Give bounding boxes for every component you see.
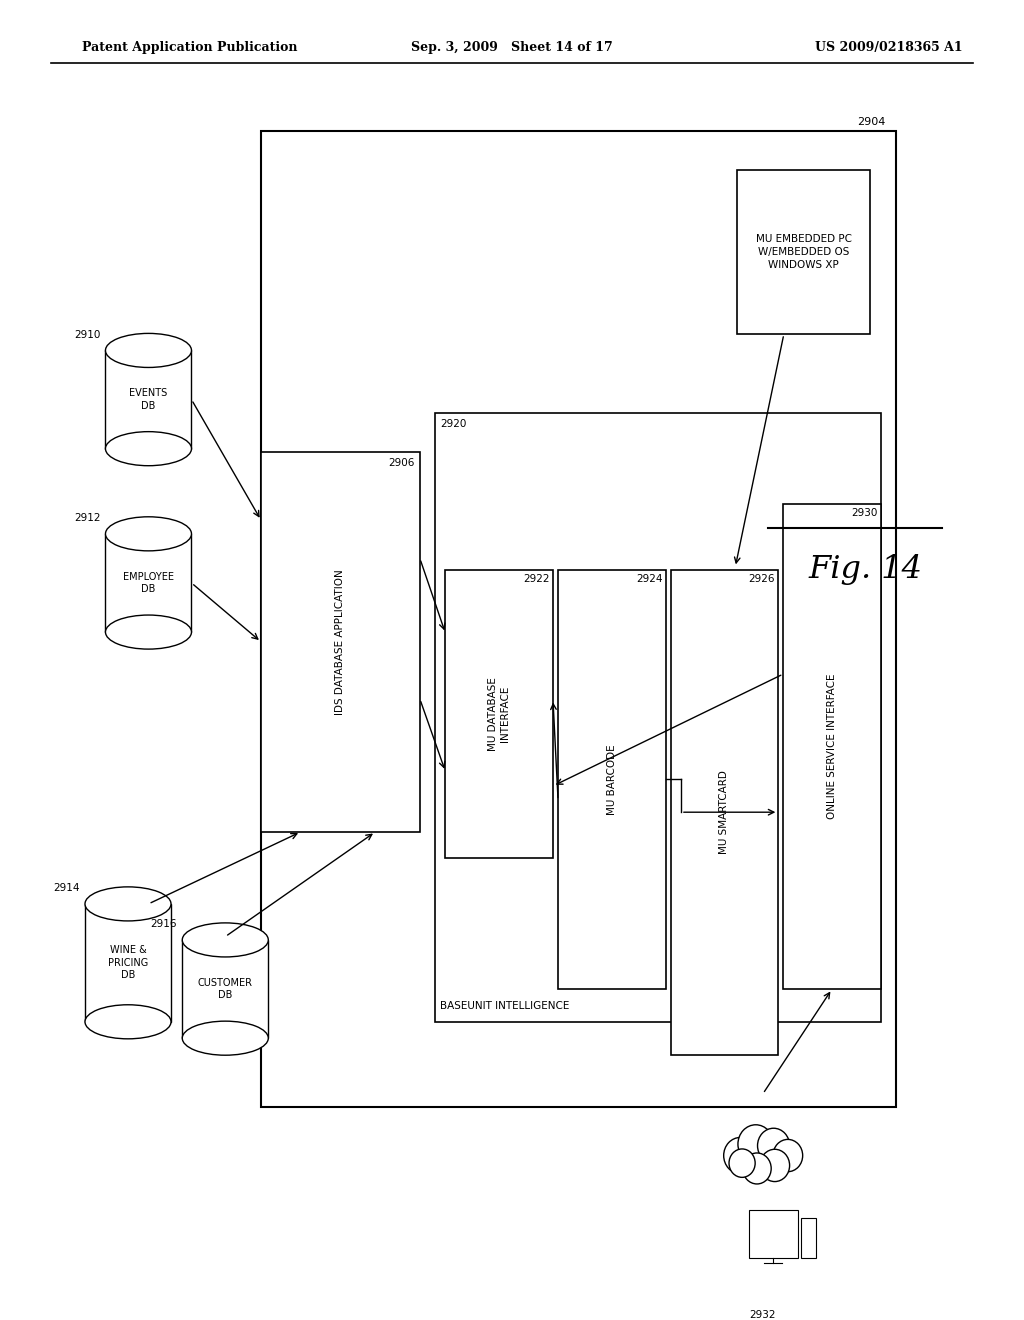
- Bar: [105, 350, 191, 449]
- Text: WINE &
PRICING
DB: WINE & PRICING DB: [108, 945, 148, 981]
- Ellipse shape: [182, 1022, 268, 1055]
- Text: 2932: 2932: [750, 1309, 776, 1320]
- Text: Fig. 14: Fig. 14: [808, 554, 923, 585]
- Text: 2906: 2906: [388, 458, 415, 469]
- Text: Sep. 3, 2009   Sheet 14 of 17: Sep. 3, 2009 Sheet 14 of 17: [411, 41, 613, 54]
- Bar: [749, 1210, 798, 1258]
- Text: MU SMARTCARD: MU SMARTCARD: [720, 771, 729, 854]
- Bar: [105, 533, 191, 632]
- Bar: [671, 570, 778, 1055]
- Text: CUSTOMER
DB: CUSTOMER DB: [198, 978, 253, 1001]
- Bar: [558, 570, 666, 989]
- Text: US 2009/0218365 A1: US 2009/0218365 A1: [815, 41, 963, 54]
- Ellipse shape: [182, 923, 268, 957]
- Ellipse shape: [773, 1139, 803, 1172]
- Ellipse shape: [758, 1129, 790, 1163]
- Ellipse shape: [105, 615, 191, 649]
- Ellipse shape: [742, 1152, 771, 1184]
- Text: BASEUNIT INTELLIGENCE: BASEUNIT INTELLIGENCE: [440, 1002, 569, 1011]
- Ellipse shape: [738, 1125, 773, 1163]
- Text: 2930: 2930: [851, 508, 878, 519]
- Text: 2914: 2914: [53, 883, 80, 894]
- Bar: [783, 504, 881, 989]
- Bar: [261, 131, 896, 1107]
- Ellipse shape: [85, 1005, 171, 1039]
- Bar: [182, 940, 268, 1038]
- Bar: [261, 451, 420, 832]
- Ellipse shape: [724, 1138, 757, 1173]
- Text: 2904: 2904: [857, 117, 886, 127]
- Ellipse shape: [729, 1148, 755, 1177]
- Bar: [85, 904, 171, 1022]
- Text: 2922: 2922: [523, 574, 550, 583]
- Text: MU BARCODE: MU BARCODE: [607, 744, 616, 814]
- Bar: [445, 570, 553, 858]
- Text: 2920: 2920: [440, 420, 467, 429]
- Ellipse shape: [85, 887, 171, 921]
- Text: 2916: 2916: [151, 920, 177, 929]
- Ellipse shape: [105, 517, 191, 550]
- Text: EMPLOYEE
DB: EMPLOYEE DB: [123, 572, 174, 594]
- Bar: [737, 170, 870, 334]
- Ellipse shape: [105, 432, 191, 466]
- Text: Patent Application Publication: Patent Application Publication: [82, 41, 297, 54]
- Text: 2912: 2912: [74, 513, 100, 523]
- Text: MU EMBEDDED PC
W/EMBEDDED OS
WINDOWS XP: MU EMBEDDED PC W/EMBEDDED OS WINDOWS XP: [756, 234, 852, 271]
- Ellipse shape: [105, 334, 191, 367]
- Text: 2926: 2926: [749, 574, 775, 583]
- Text: ONLINE SERVICE INTERFACE: ONLINE SERVICE INTERFACE: [827, 675, 837, 820]
- Text: MU DATABASE
INTERFACE: MU DATABASE INTERFACE: [488, 677, 510, 751]
- Text: IDS DATABASE APPLICATION: IDS DATABASE APPLICATION: [336, 569, 345, 714]
- Bar: [801, 1218, 816, 1258]
- Text: 2924: 2924: [636, 574, 663, 583]
- Text: EVENTS
DB: EVENTS DB: [129, 388, 168, 411]
- Ellipse shape: [760, 1150, 790, 1181]
- Text: 2910: 2910: [74, 330, 100, 341]
- Bar: [435, 413, 881, 1022]
